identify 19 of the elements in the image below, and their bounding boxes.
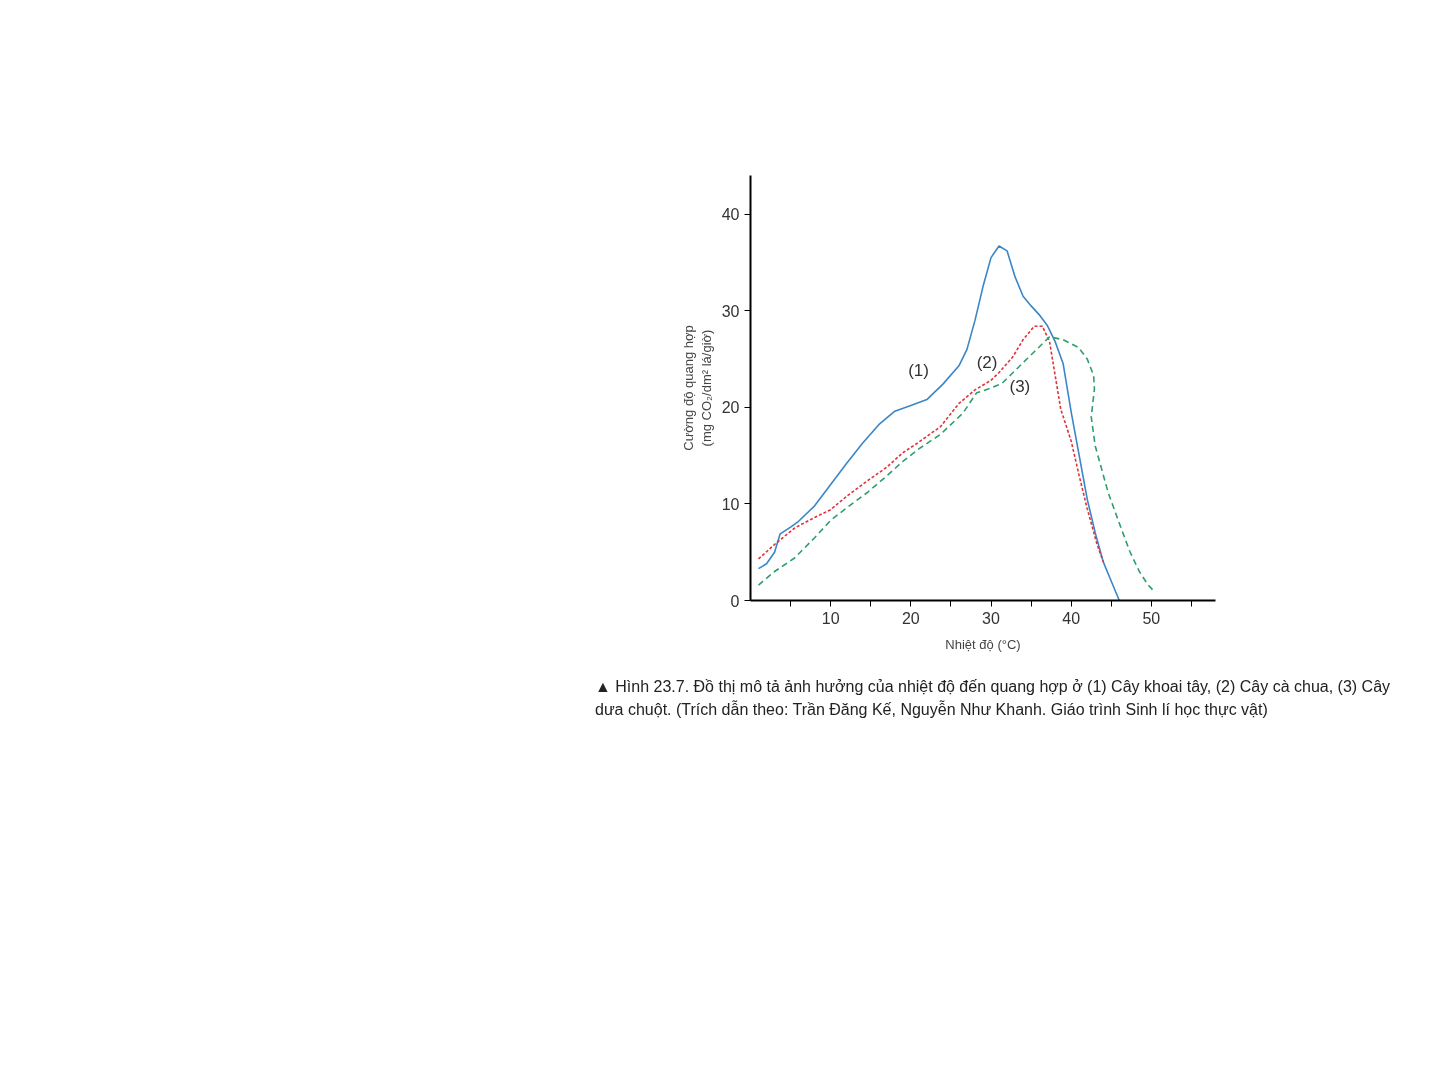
- x-tick-label: 30: [982, 609, 1001, 627]
- x-tick-label: 20: [901, 609, 920, 627]
- y-axis-title: Cường độ quang hợp (mg CO₂/dm² lá/giờ): [680, 325, 714, 451]
- line-series: [757, 245, 1121, 601]
- x-tick-label: 40: [1062, 609, 1081, 627]
- y-tick-label: 20: [721, 399, 740, 417]
- y-tick-label: 40: [721, 206, 740, 224]
- x-axis-title: Nhiệt độ (°C): [945, 636, 1021, 652]
- text: ▲ Hình 23.7. Đồ thị mô tả ảnh hưởng của nhiệt độ đến quang hợp ở (1) Cây khoai tây, (2) Cây cà chua, (3) Cây dưa chuột. (Trích dẫn theo: Trần Đăng Kế, Nguyễn Như Khanh. Giáo trình Sinh lí học thực vật): [595, 677, 1392, 721]
- line-series: [757, 336, 1156, 593]
- line-series: [757, 325, 1105, 563]
- y-tick-label: 10: [721, 495, 740, 513]
- series-label: (2): [976, 353, 998, 373]
- y-tick-label: 0: [730, 592, 740, 610]
- series-label: (1): [908, 361, 929, 381]
- x-tick-label: 10: [821, 609, 840, 627]
- y-tick-label: 30: [721, 302, 740, 320]
- x-tick-label: 50: [1142, 609, 1161, 627]
- series-label: (3): [1009, 376, 1031, 396]
